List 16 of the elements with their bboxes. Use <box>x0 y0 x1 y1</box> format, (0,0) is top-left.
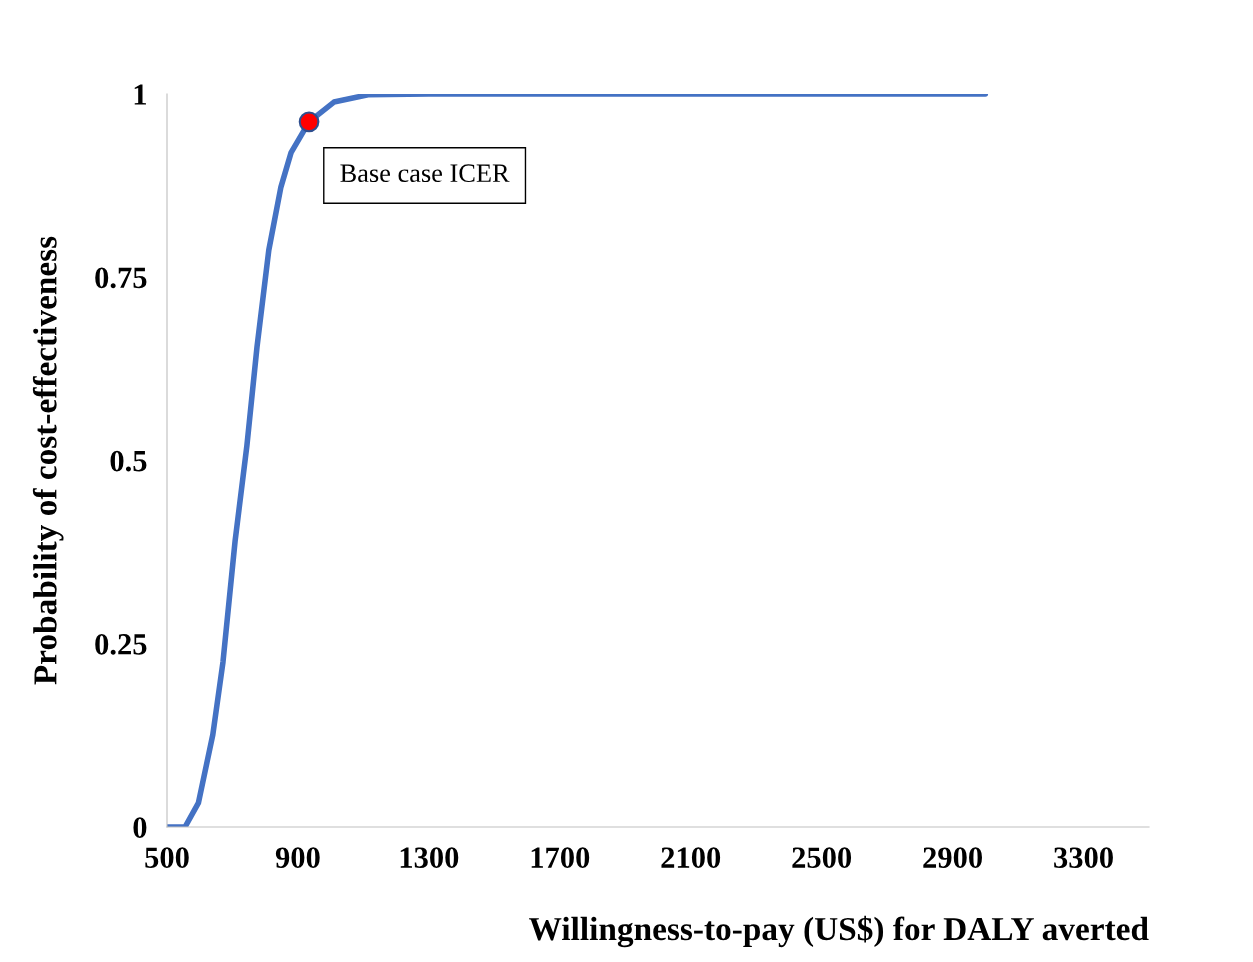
y-tick-label: 0.75 <box>95 267 147 289</box>
y-tick-label: 0.25 <box>95 634 147 655</box>
y-axis-title: Probability of cost-effectiveness <box>32 236 64 685</box>
x-tick-label: 900 <box>275 847 320 868</box>
x-tick-label: 500 <box>145 847 189 868</box>
x-axis-title: Willingness-to-pay (US$) for DALY averted <box>529 915 1149 948</box>
x-tick-label: 3300 <box>1054 847 1113 868</box>
x-tick-label: 2100 <box>661 847 721 868</box>
y-tick-label: 0 <box>133 817 147 838</box>
annotation: Base case ICER <box>340 164 510 183</box>
x-tick-label: 2500 <box>792 847 852 868</box>
x-tick-label: 1700 <box>531 847 590 868</box>
x-tick-label: 2900 <box>923 847 982 868</box>
y-tick-label: 1 <box>134 84 146 105</box>
y-tick-label: 0.5 <box>110 450 147 472</box>
x-tick-label: 1300 <box>400 847 459 868</box>
